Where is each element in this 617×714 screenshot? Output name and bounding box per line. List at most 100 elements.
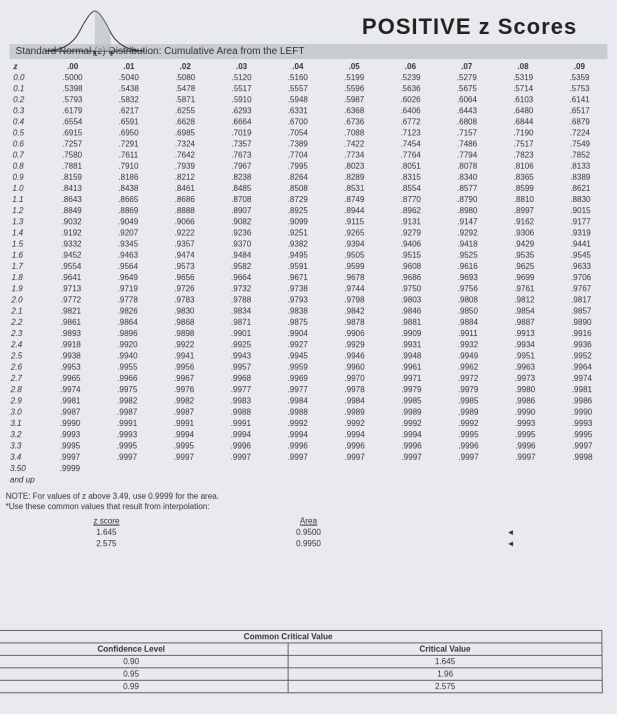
prob-cell: .7794 (439, 150, 495, 161)
prob-cell: .9929 (326, 339, 383, 350)
prob-cell: .9932 (440, 339, 497, 350)
curve-label-zero: 0 (93, 52, 97, 56)
prob-cell (383, 463, 440, 474)
prob-cell: .7357 (213, 138, 269, 149)
mini-header-area: Area (207, 515, 409, 526)
prob-cell: .9535 (496, 250, 553, 261)
prob-cell: .6480 (495, 105, 551, 116)
prob-cell: .9982 (99, 395, 156, 406)
prob-cell: .9991 (155, 418, 212, 429)
prob-cell: .7123 (382, 127, 438, 138)
prob-cell: .7054 (270, 127, 326, 138)
table-row: 0.4.6554.6591.6628.6664.6700.6736.6772.6… (9, 116, 608, 127)
prob-cell: .9783 (156, 294, 213, 305)
prob-cell: .9015 (552, 205, 609, 216)
prob-cell: .6293 (213, 105, 269, 116)
prob-cell: .9995 (98, 440, 155, 451)
prob-cell: .9979 (440, 384, 497, 395)
prob-cell: .9931 (383, 339, 440, 350)
prob-cell: .9996 (383, 440, 440, 451)
critical-title: Common Critical Value (0, 630, 602, 642)
prob-cell: .9962 (440, 362, 497, 373)
table-row: 0.6.7257.7291.7324.7357.7389.7422.7454.7… (9, 138, 609, 149)
prob-cell: .9997 (41, 452, 98, 463)
prob-cell: .9817 (553, 294, 610, 305)
prob-cell: .8907 (213, 205, 270, 216)
prob-cell: .9641 (43, 272, 100, 283)
col-header: .04 (270, 61, 326, 72)
prob-cell: .9222 (156, 227, 213, 238)
prob-cell: .9834 (213, 306, 270, 317)
prob-cell: .8830 (552, 194, 609, 205)
prob-cell: .9941 (156, 350, 213, 361)
z-value: 2.6 (7, 362, 42, 373)
prob-cell: .9744 (326, 283, 383, 294)
prob-cell: .9131 (383, 216, 440, 227)
prob-cell: .5398 (44, 83, 100, 94)
prob-cell: .7673 (213, 150, 269, 161)
prob-cell: .9968 (213, 373, 270, 384)
z-value: 3.4 (6, 452, 42, 463)
prob-cell: .9890 (553, 317, 610, 328)
prob-cell: .7454 (382, 138, 438, 149)
prob-cell: .8212 (157, 172, 214, 183)
prob-cell: .9265 (326, 227, 383, 238)
prob-cell: .6517 (551, 105, 608, 116)
z-value: 2.5 (7, 350, 42, 361)
mini-cell: 1.645 (5, 527, 207, 538)
prob-cell: .9495 (269, 250, 326, 261)
prob-cell: .9846 (383, 306, 440, 317)
prob-cell: .9484 (213, 250, 270, 261)
prob-cell: .8289 (326, 172, 382, 183)
prob-cell: .9987 (156, 407, 213, 418)
prob-cell: .9971 (383, 373, 440, 384)
prob-cell: .9306 (496, 227, 553, 238)
prob-cell: .9990 (497, 407, 554, 418)
prob-cell: .9946 (326, 350, 383, 361)
prob-cell: .9949 (440, 350, 497, 361)
z-value: 3.3 (6, 440, 42, 451)
prob-cell: .9973 (497, 373, 554, 384)
prob-cell: .9664 (213, 272, 270, 283)
prob-cell: .8849 (43, 205, 100, 216)
prob-cell: .9940 (99, 350, 156, 361)
prob-cell: .6141 (551, 94, 608, 105)
table-row: 1.5.9332.9345.9357.9370.9382.9394.9406.9… (8, 238, 609, 249)
prob-cell: .5832 (101, 94, 157, 105)
prob-cell: .9988 (212, 407, 269, 418)
prob-cell: .9099 (269, 216, 326, 227)
prob-cell: .9985 (440, 395, 497, 406)
prob-cell: .9881 (383, 317, 440, 328)
prob-cell: .9972 (440, 373, 497, 384)
prob-cell: .8869 (100, 205, 157, 216)
prob-cell: .5000 (44, 72, 100, 83)
prob-cell: .9656 (156, 272, 213, 283)
z-value: 0.1 (9, 83, 44, 94)
table-row: 2.5.9938.9940.9941.9943.9945.9946.9948.9… (7, 350, 610, 361)
prob-cell: .9978 (326, 384, 383, 395)
prob-cell: .9608 (383, 261, 440, 272)
prob-cell: .8365 (495, 172, 552, 183)
prob-cell: .9994 (269, 429, 326, 440)
prob-cell: .5871 (157, 94, 213, 105)
col-header: .02 (157, 61, 213, 72)
prob-cell: .9861 (42, 317, 99, 328)
table-row: 3.3.9995.9995.9995.9996.9996.9996.9996.9… (6, 440, 611, 451)
prob-cell (155, 474, 212, 485)
table-row: 1.8.9641.9649.9656.9664.9671.9678.9686.9… (8, 272, 610, 283)
mini-header-zscore: z score (5, 515, 207, 526)
prob-cell: .7823 (495, 150, 552, 161)
prob-cell: .5160 (270, 72, 326, 83)
prob-cell: .9955 (99, 362, 156, 373)
prob-cell: .9991 (212, 418, 269, 429)
prob-cell: .8888 (156, 205, 213, 216)
prob-cell: .6406 (382, 105, 438, 116)
prob-cell: .9066 (156, 216, 213, 227)
prob-cell: .9985 (383, 395, 440, 406)
prob-cell: .9633 (553, 261, 610, 272)
prob-cell: .9997 (497, 452, 554, 463)
prob-cell: .8749 (326, 194, 383, 205)
crit-cell: 1.645 (288, 655, 602, 667)
prob-cell: .8708 (213, 194, 270, 205)
prob-cell: .9997 (554, 440, 611, 451)
